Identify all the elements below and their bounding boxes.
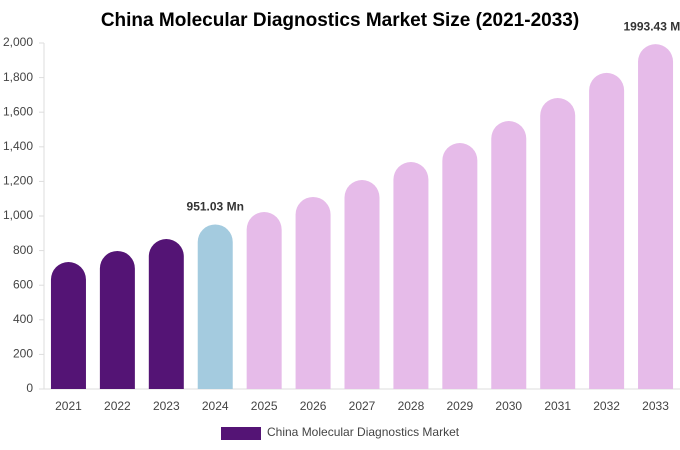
- legend-swatch: [221, 427, 261, 440]
- y-tick-label: 600: [13, 277, 33, 291]
- bar: [148, 239, 184, 389]
- x-tick-label: 2026: [300, 399, 327, 413]
- bar: [393, 162, 429, 389]
- chart-title: China Molecular Diagnostics Market Size …: [101, 10, 579, 31]
- bar: [491, 121, 527, 389]
- x-tick-label: 2029: [446, 399, 473, 413]
- y-tick-label: 1,800: [3, 70, 33, 84]
- legend-label: China Molecular Diagnostics Market: [267, 425, 460, 439]
- y-tick-label: 2,000: [3, 35, 33, 49]
- value-label: 951.03 Mn: [187, 200, 244, 214]
- bar: [197, 224, 233, 389]
- y-tick-label: 1,600: [3, 104, 33, 118]
- y-tick-label: 1,000: [3, 208, 33, 222]
- x-tick-label: 2028: [398, 399, 425, 413]
- x-tick-label: 2023: [153, 399, 180, 413]
- y-tick-label: 1,400: [3, 139, 33, 153]
- y-tick-label: 400: [13, 312, 33, 326]
- x-tick-label: 2027: [349, 399, 376, 413]
- x-tick-label: 2031: [544, 399, 571, 413]
- bar: [638, 44, 674, 390]
- x-tick-label: 2030: [495, 399, 522, 413]
- bar: [344, 180, 380, 389]
- y-tick-label: 800: [13, 243, 33, 257]
- value-label: 1993.43 Mn: [624, 19, 680, 33]
- x-tick-label: 2032: [593, 399, 620, 413]
- y-tick-label: 1,200: [3, 174, 33, 188]
- x-tick-label: 2033: [642, 399, 669, 413]
- bar: [442, 142, 478, 389]
- bar: [246, 212, 282, 389]
- bar: [99, 250, 135, 389]
- x-tick-label: 2025: [251, 399, 278, 413]
- bar: [540, 98, 576, 389]
- y-tick-label: 0: [26, 381, 33, 395]
- bar: [50, 262, 86, 389]
- x-tick-label: 2022: [104, 399, 131, 413]
- x-tick-label: 2024: [202, 399, 229, 413]
- x-tick-label: 2021: [55, 399, 82, 413]
- y-tick-label: 200: [13, 347, 33, 361]
- bar: [589, 72, 625, 389]
- bar: [295, 196, 331, 389]
